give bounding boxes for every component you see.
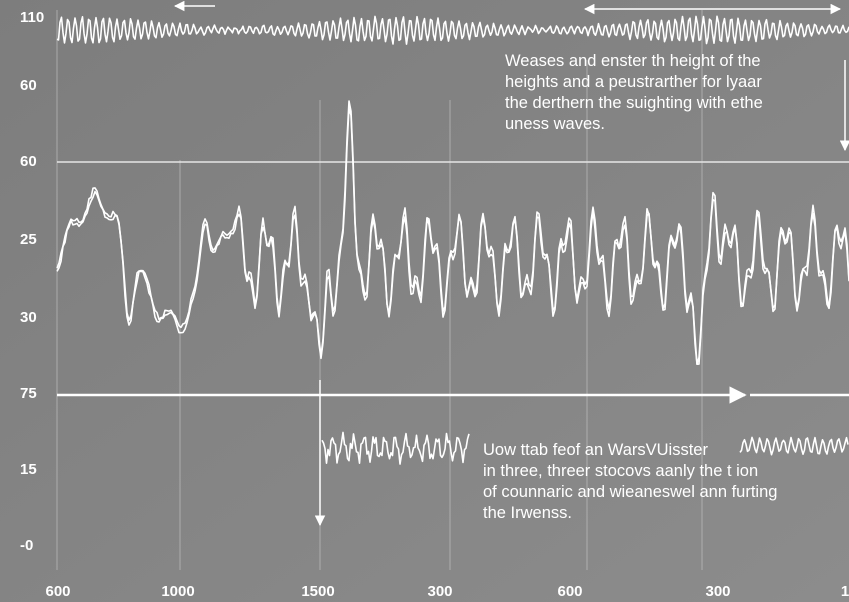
annotation-line: of counnaric and wieaneswel ann furting [483,483,777,501]
x-axis-label: 1 [841,583,849,600]
x-axis-label: 1000 [161,583,194,600]
y-axis-label: 30 [20,309,37,326]
y-axis-label: 60 [20,153,37,170]
x-axis-label: 1500 [301,583,334,600]
y-axis-label: -0 [20,537,33,554]
annotation-line: heights and a peustrarther for lyaar [505,73,762,91]
waveform [56,107,849,365]
x-axis-label: 300 [427,583,452,600]
annotation-line: the derthern the suighting with ethe [505,94,763,112]
y-axis-label: 110 [20,9,44,26]
annotation-line: in three, threer stocovs aanly the t ion [483,462,758,480]
x-axis-label: 600 [45,583,70,600]
x-axis-label: 600 [557,583,582,600]
y-axis-label: 15 [20,461,37,478]
annotation-line: the Irwenss. [483,504,572,522]
waveform [56,15,849,45]
annotation-line: Weases and enster th height of the [505,52,761,70]
labels: 110 60 60 25 30 75 15 -0 600 1000 1500 300 600 300 1 We… [20,9,849,600]
y-axis-label: 25 [20,231,37,248]
waveform [321,431,470,465]
annotation-line: uness waves. [505,115,605,133]
grid [56,10,703,570]
x-axis-label: 300 [705,583,730,600]
annotation-line: Uow ttab feof an WarsVUisster [483,441,708,459]
waveform [739,436,849,456]
y-axis-label: 60 [20,77,37,94]
waves [56,15,849,465]
y-axis-label: 75 [20,385,37,402]
